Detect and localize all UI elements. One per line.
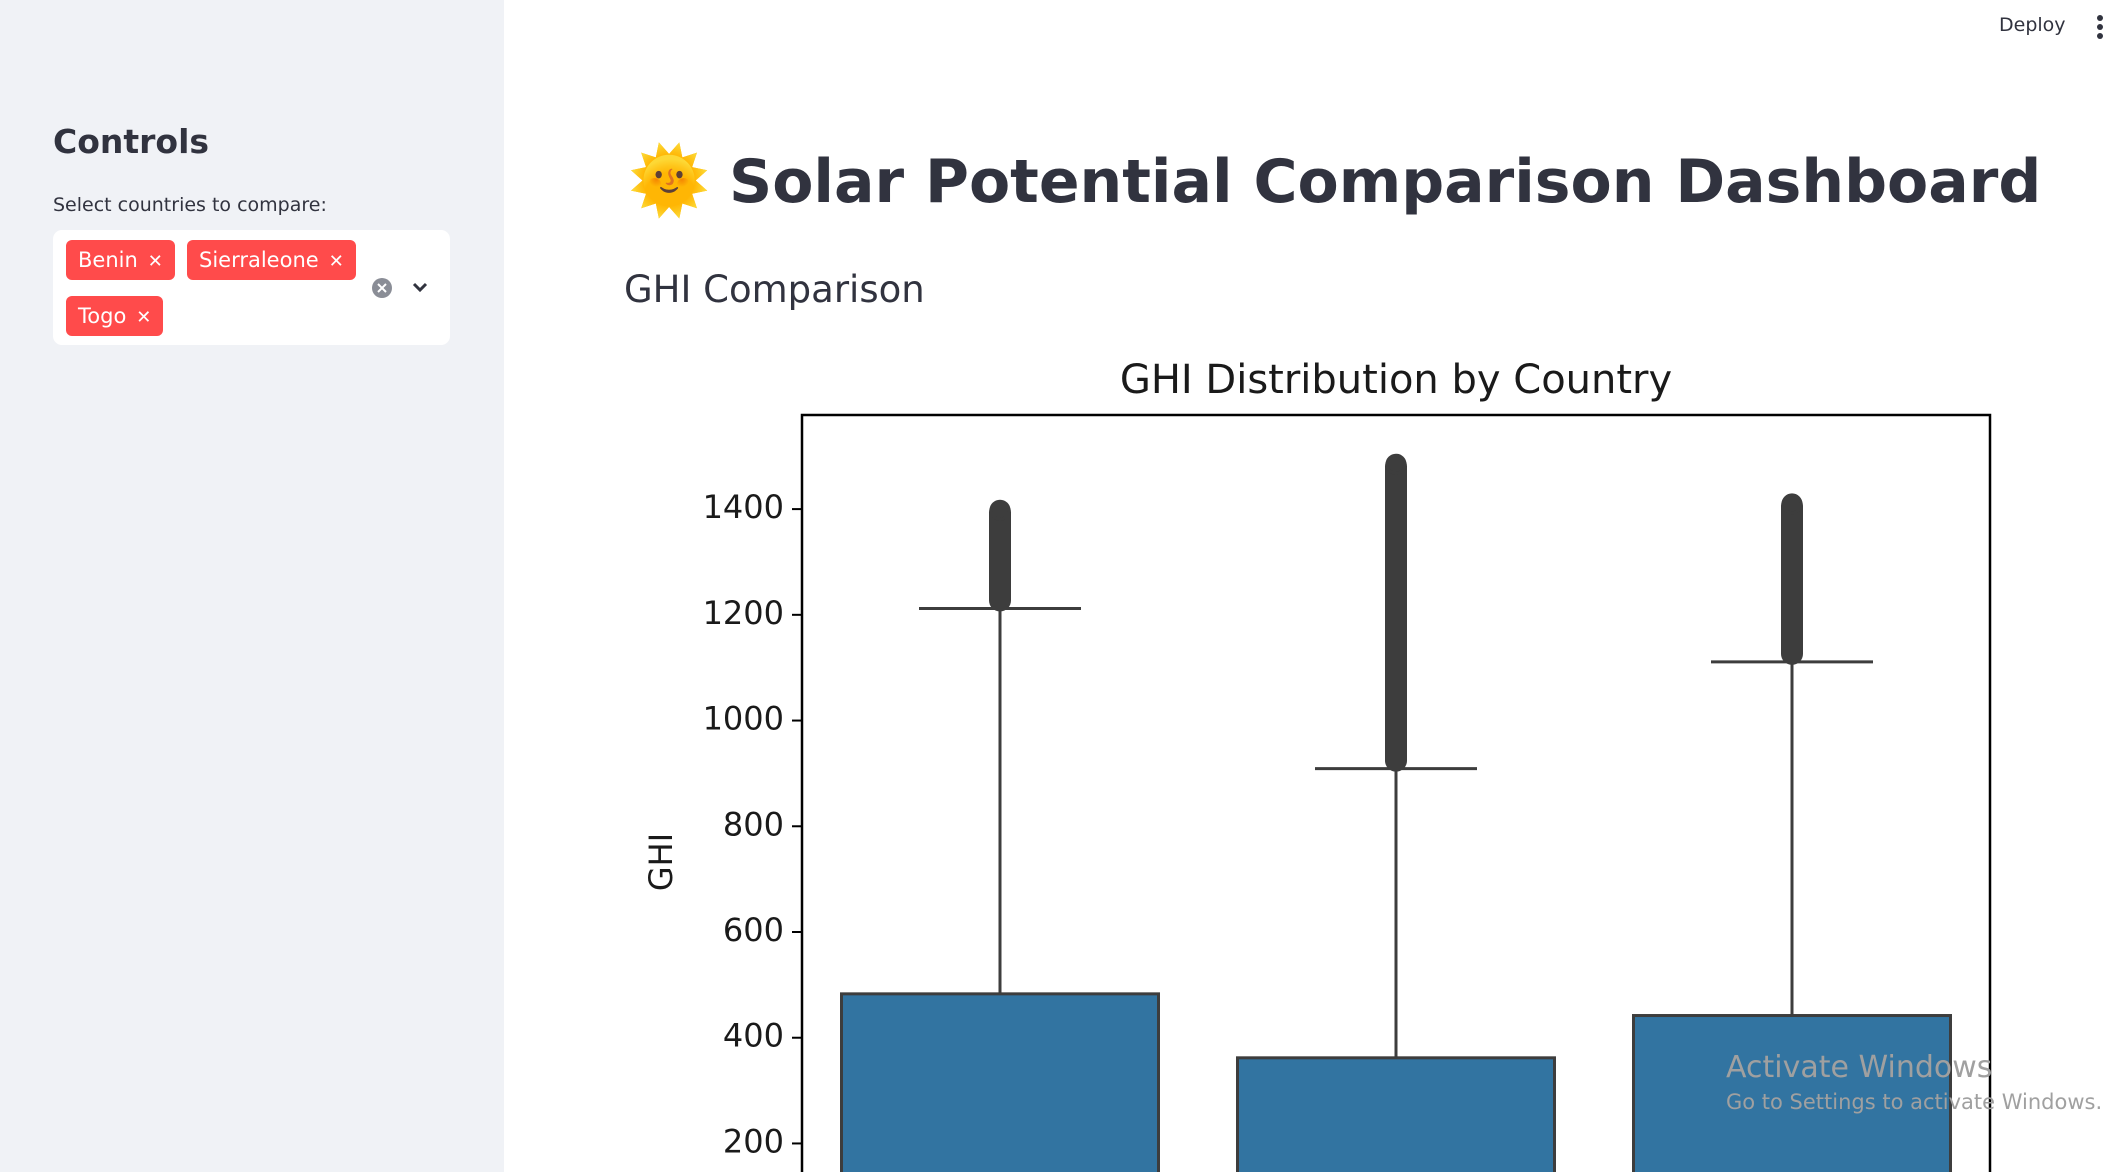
outlier-max (1385, 453, 1407, 475)
y-axis-label: GHI (642, 833, 680, 891)
plot-frame (800, 413, 1992, 1172)
chip[interactable]: Togo ✕ (66, 296, 164, 336)
y-tick-label: 1000 (703, 700, 784, 738)
multiselect[interactable]: Benin ✕ Sierraleone ✕ Togo ✕ (53, 230, 450, 345)
y-tick-label: 600 (723, 911, 784, 949)
y-tick-label: 800 (723, 805, 784, 843)
chip-label: Sierraleone (199, 248, 319, 272)
box (840, 992, 1160, 1172)
chip[interactable]: Sierraleone ✕ (187, 240, 356, 280)
section-title: GHI Comparison (624, 268, 925, 311)
deploy-button[interactable]: Deploy (1999, 14, 2066, 36)
select-icons[interactable] (371, 276, 431, 300)
outlier-max (1781, 493, 1803, 515)
y-tick-label: 1200 (703, 594, 784, 632)
y-tick-label: 1400 (703, 488, 784, 526)
select-label: Select countries to compare: (53, 194, 327, 216)
chip-label: Benin (78, 248, 138, 272)
sidebar: Controls Select countries to compare: Be… (0, 0, 504, 1172)
box (1632, 1014, 1952, 1172)
outlier-max (989, 499, 1011, 521)
page-title: Solar Potential Comparison Dashboard (729, 147, 2042, 217)
chip-label: Togo (78, 304, 127, 328)
title-emoji: 🌞 (628, 142, 711, 219)
watermark-subtitle: Go to Settings to activate Windows. (1726, 1090, 2103, 1114)
y-tick-label: 200 (723, 1122, 784, 1160)
box (1236, 1056, 1556, 1172)
y-tick-label: 400 (723, 1017, 784, 1055)
chip[interactable]: Benin ✕ (66, 240, 175, 280)
menu-icon[interactable] (2094, 14, 2106, 40)
chart-title: GHI Distribution by Country (1120, 357, 1672, 403)
watermark-title: Activate Windows (1726, 1050, 1993, 1085)
sidebar-title: Controls (53, 122, 210, 161)
